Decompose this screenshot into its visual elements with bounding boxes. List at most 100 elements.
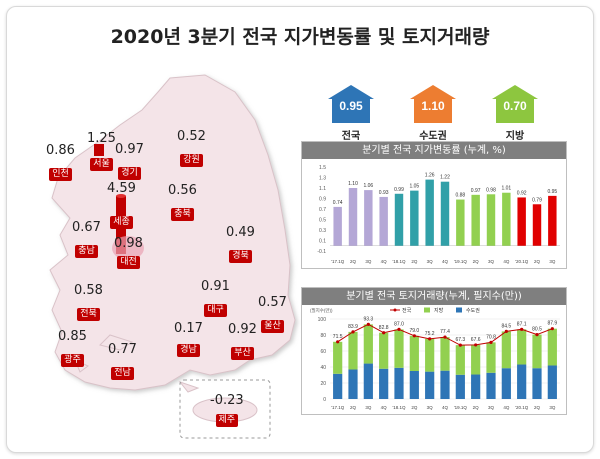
region-name: 전북 [77, 308, 100, 321]
y-tick-label: 0.5 [319, 218, 326, 224]
data-label: 0.88 [455, 193, 465, 199]
bar [502, 192, 511, 246]
region-busan: 0.92 부산 [228, 323, 257, 360]
region-name: 경기 [118, 167, 141, 180]
x-tick-label: 3Q [488, 405, 495, 410]
x-tick-label: 2Q [473, 405, 480, 410]
bar-capital [547, 365, 557, 399]
bar-capital [486, 372, 496, 399]
data-label: 93.3 [363, 316, 373, 322]
bar-capital [348, 369, 358, 399]
region-value: 0.85 [58, 329, 87, 344]
region-value: 4.59 [107, 181, 136, 196]
region-daejeon: 0.98 대전 [114, 237, 143, 269]
x-tick-label: 2Q [350, 405, 357, 410]
bar-capital [363, 363, 373, 399]
bar-capital [379, 368, 389, 399]
bar [379, 196, 388, 246]
region-name: 전남 [111, 367, 134, 380]
data-label: 77.4 [440, 329, 450, 335]
x-tick-label: '20.1Q [515, 259, 529, 264]
region-name: 세종 [110, 216, 133, 229]
region-value: 0.67 [72, 220, 101, 235]
data-label: 71.5 [333, 334, 343, 340]
x-tick-label: 2Q [534, 405, 541, 410]
data-label: 1.05 [409, 184, 419, 190]
data-label: 1.01 [501, 186, 511, 192]
x-tick-label: 3Q [549, 259, 556, 264]
region-ulsan: 0.57 울산 [258, 296, 287, 333]
bar-local [517, 329, 527, 365]
x-tick-label: 3Q [427, 405, 434, 410]
bar-capital [501, 368, 511, 399]
point-total [535, 333, 539, 337]
summary-value: 0.95 [339, 99, 363, 113]
point-total [412, 334, 416, 338]
bar-local [486, 342, 496, 373]
region-value: 1.25 [87, 131, 116, 146]
region-name: 강원 [180, 154, 203, 167]
legend-swatch [424, 307, 430, 313]
region-name: 울산 [261, 320, 284, 333]
transactions-chart-svg: (필지수(만)) 전국 지방 수도권 100 80 60 40 20 0 '17.1Q 2Q 3Q 4Q '… [310, 307, 560, 410]
bar-local [394, 329, 404, 368]
x-tick-label: 4Q [442, 259, 449, 264]
x-tick-label: 3Q [549, 405, 556, 410]
y-tick-label: 0.9 [319, 197, 326, 203]
bar-local [363, 324, 373, 364]
point-total [520, 327, 524, 331]
map-shape [49, 74, 296, 439]
data-label: 83.9 [348, 324, 358, 330]
x-tick-label: 3Q [365, 259, 372, 264]
region-sejong: 4.59 세종 [107, 182, 136, 229]
legend-label: 전국 [402, 307, 412, 314]
summary-label: 수도권 [419, 131, 447, 142]
data-label: 0.97 [471, 188, 481, 194]
x-tick-label: '19.1Q [454, 405, 468, 410]
x-tick-label: '20.1Q [515, 405, 529, 410]
data-label: 79.0 [409, 328, 419, 334]
x-tick-label: '17.1Q [331, 405, 345, 410]
point-total [382, 331, 386, 335]
x-tick-label: 2Q [411, 259, 418, 264]
x-tick-label: 4Q [381, 259, 388, 264]
point-total [474, 343, 478, 347]
data-label: 87.9 [547, 321, 557, 327]
point-total [351, 330, 355, 334]
data-label: 70.8 [486, 334, 496, 340]
region-name: 인천 [49, 168, 72, 181]
y-tick-label: 1.5 [319, 165, 326, 171]
y-tick-label: 40 [320, 365, 326, 371]
bar-capital [532, 368, 542, 399]
region-value: 0.97 [115, 142, 144, 157]
region-value: 0.17 [174, 321, 203, 336]
data-label: 0.79 [532, 197, 542, 203]
point-total [443, 335, 447, 339]
bar-local [348, 331, 358, 370]
region-incheon: 0.86 인천 [46, 144, 75, 181]
data-label: 0.92 [517, 190, 527, 196]
bar [471, 194, 480, 246]
point-total [489, 340, 493, 344]
data-label: 0.74 [333, 200, 343, 206]
point-total [428, 337, 432, 341]
x-tick-label: '18.1Q [392, 259, 406, 264]
region-value: 0.92 [228, 322, 257, 337]
region-gangwon: 0.52 강원 [177, 130, 206, 167]
data-label: 87.0 [394, 321, 404, 327]
data-label: 0.95 [547, 189, 557, 195]
region-name: 서울 [90, 158, 113, 171]
region-value: 0.56 [168, 183, 197, 198]
region-value: 0.52 [177, 129, 206, 144]
region-value: 0.86 [46, 143, 75, 158]
bar [364, 190, 373, 246]
x-tick-label: '17.1Q [331, 259, 345, 264]
summary-value: 0.70 [503, 99, 527, 113]
x-tick-label: '19.1Q [454, 259, 468, 264]
y-tick-label: 20 [320, 381, 326, 387]
x-tick-label: 4Q [381, 405, 388, 410]
region-value: 0.58 [74, 283, 103, 298]
x-tick-label: 3Q [488, 259, 495, 264]
region-value: -0.23 [210, 393, 244, 408]
house-icon [328, 85, 374, 123]
